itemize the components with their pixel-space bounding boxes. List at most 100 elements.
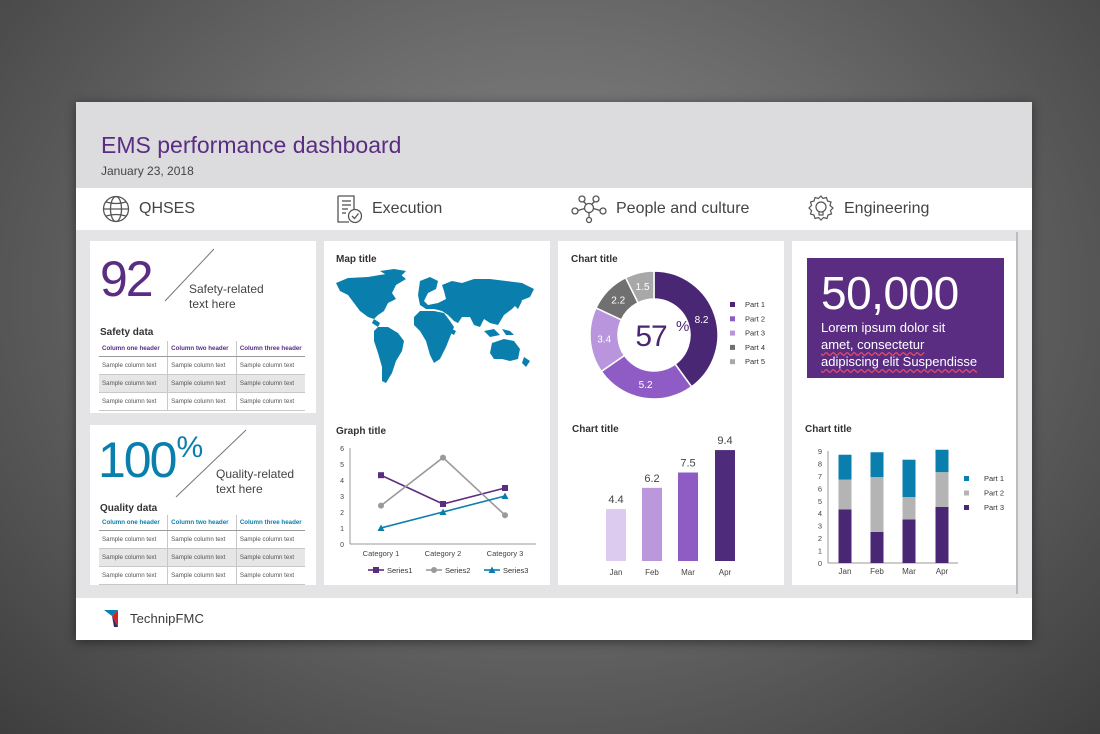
engineering-panel: 50,000 Lorem ipsum dolor sit amet, conse… <box>792 241 1018 585</box>
y-tick-label: 5 <box>340 462 344 469</box>
bar-chart: 4.4 Jan 6.2 Feb 7.5 Mar 9.4 Apr <box>606 435 735 577</box>
y-tick-label: 7 <box>818 472 822 481</box>
donut-chart: 8.2 5.2 3.4 2.2 1.5 57 % Part 1 Part 2 Part 3 Part… <box>589 270 765 400</box>
line-chart: 0 1 2 3 4 5 6 Category 1 Category 2 Category 3 Ser… <box>340 446 536 575</box>
table-cell: Sample column text <box>99 356 168 375</box>
legend-marker <box>488 566 496 573</box>
nav-item-people-and-culture[interactable]: People and culture <box>570 188 749 230</box>
y-tick-label: 2 <box>340 510 344 517</box>
data-point <box>378 472 384 479</box>
table-cell: Sample column text <box>167 374 237 393</box>
y-tick-label: 6 <box>340 446 344 453</box>
legend-label: Part 2 <box>984 489 1004 498</box>
y-tick-label: 2 <box>818 534 822 543</box>
bar-chart-title: Chart title <box>572 424 619 435</box>
bar <box>715 450 735 561</box>
footer: TechnipFMC <box>76 598 1032 640</box>
data-point <box>378 502 384 509</box>
dashboard-slide: EMS performance dashboard January 23, 20… <box>76 102 1032 640</box>
table-cell: Sample column text <box>99 548 168 567</box>
x-tick-label: Category 3 <box>487 549 524 558</box>
quality-kpi-label: Quality-related text here <box>216 467 295 496</box>
nav-item-engineering[interactable]: Engineering <box>806 188 929 230</box>
table-row: Sample column text Sample column text Sa… <box>99 530 305 549</box>
legend-swatch <box>730 302 735 307</box>
stacked-bar-segment <box>902 497 916 520</box>
legend-swatch <box>730 359 735 365</box>
x-tick-label: Category 1 <box>363 549 400 558</box>
column-header: Column two header <box>167 515 237 531</box>
slice-label: 3.4 <box>597 335 611 346</box>
bar <box>642 487 662 561</box>
table-cell: Sample column text <box>99 530 168 549</box>
table-cell: Sample column text <box>99 374 168 393</box>
x-tick-label: Category 2 <box>425 549 462 558</box>
legend-label: Part 1 <box>984 474 1004 483</box>
x-tick-label: Feb <box>645 568 659 577</box>
x-tick-label: Feb <box>870 567 884 576</box>
y-tick-label: 4 <box>340 478 344 485</box>
safety-table-title: Safety data <box>100 327 154 338</box>
x-tick-label: Jan <box>839 567 852 576</box>
page-title: EMS performance dashboard <box>101 132 402 158</box>
page-date: January 23, 2018 <box>101 164 194 178</box>
y-tick-label: 3 <box>818 522 822 531</box>
data-point <box>501 492 509 499</box>
table-cell: Sample column text <box>235 548 305 567</box>
legend-marker <box>373 567 379 573</box>
quality-table-title: Quality data <box>100 503 158 514</box>
table-row: Sample column text Sample column text Sa… <box>99 566 305 585</box>
x-tick-label: Apr <box>719 568 732 577</box>
legend-swatch <box>730 316 735 322</box>
nav-item-execution[interactable]: Execution <box>334 188 442 230</box>
kpi-divider <box>175 429 247 498</box>
stacked-chart-title: Chart title <box>805 424 852 435</box>
table-cell: Sample column text <box>167 392 237 411</box>
series-line <box>380 474 506 505</box>
table-row: Sample column text Sample column text Sa… <box>99 392 305 411</box>
table-header-row: Column one header Column two header Colu… <box>99 515 305 531</box>
stacked-bar-chart: 0 1 2 3 4 5 6 7 8 9 Jan Feb Mar Apr Part 1 Part 2 Part 3 <box>818 447 1004 576</box>
bar-value-label: 6.2 <box>644 473 659 485</box>
slice-label: 2.2 <box>611 296 625 307</box>
stacked-bar-segment <box>870 477 884 532</box>
stacked-bar-segment <box>838 454 852 480</box>
y-tick-label: 1 <box>340 526 344 533</box>
quality-panel: 100% Quality-related text here Quality d… <box>90 425 316 585</box>
y-tick-label: 4 <box>818 509 822 518</box>
stacked-bar-segment <box>935 472 949 507</box>
table-cell: Sample column text <box>167 566 237 585</box>
bar-value-label: 7.5 <box>680 458 695 470</box>
quality-table: Column one header Column two header Colu… <box>99 515 305 585</box>
column-header: Column one header <box>99 515 168 531</box>
legend-label: Part 3 <box>984 503 1004 512</box>
stacked-bar-segment <box>935 507 949 563</box>
table-cell: Sample column text <box>235 356 305 375</box>
stacked-bar-segment <box>870 531 884 563</box>
legend-label: Series3 <box>503 566 528 575</box>
data-point <box>502 485 508 491</box>
y-tick-label: 9 <box>818 447 822 456</box>
technipfmc-logo-icon <box>104 610 118 627</box>
bar-value-label: 9.4 <box>717 435 732 447</box>
x-tick-label: Jan <box>610 568 623 577</box>
legend-label: Series2 <box>445 566 470 575</box>
scrollbar[interactable] <box>1016 232 1018 594</box>
safety-kpi-value: 92 <box>100 251 154 307</box>
legend-swatch <box>964 490 969 496</box>
legend-label: Part 5 <box>745 357 765 366</box>
nav-item-qhses[interactable]: QHSES <box>101 188 195 230</box>
legend-swatch <box>730 344 735 350</box>
stacked-bar-segment <box>935 449 949 473</box>
donut-bar-panel: Chart title 8.2 5.2 3.4 2.2 1.5 57% Part 1 Part… <box>558 241 784 585</box>
slice-label: 8.2 <box>695 315 709 326</box>
data-point <box>440 454 446 461</box>
bar <box>678 472 698 561</box>
lightbulb-gear-icon <box>808 195 834 221</box>
y-tick-label: 6 <box>818 484 822 493</box>
stacked-bar-segment <box>902 519 916 563</box>
table-cell: Sample column text <box>99 566 168 585</box>
map-graph-panel: Map title Graph title 0 1 2 3 4 5 6 Category 1 C… <box>324 241 550 585</box>
legend-marker <box>431 567 437 573</box>
brand-logo: TechnipFMC <box>104 607 204 629</box>
